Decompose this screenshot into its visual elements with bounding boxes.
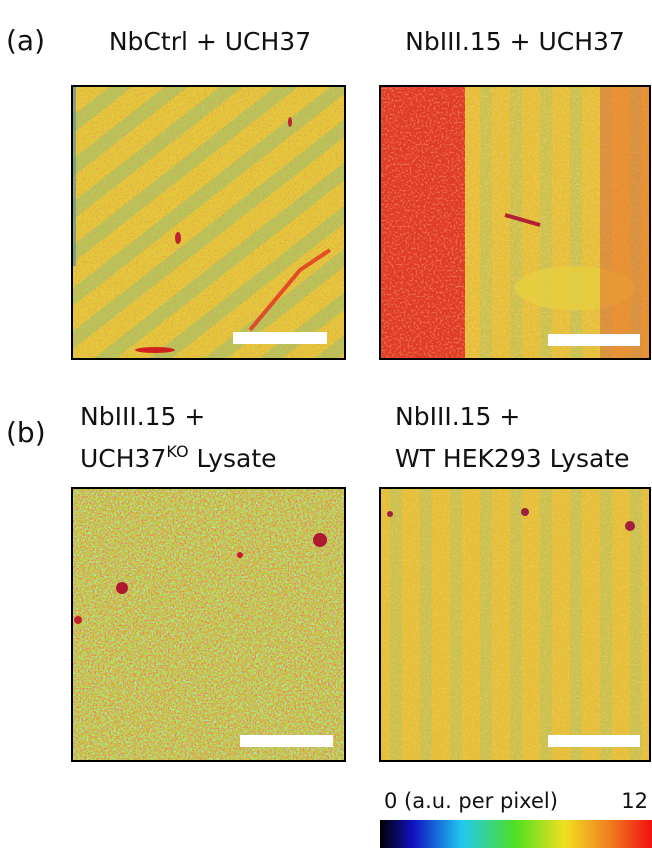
panel-label: (b) xyxy=(6,416,46,449)
micrograph xyxy=(72,488,345,761)
panel-label: (a) xyxy=(6,24,45,57)
figure: (a) NbCtrl + UCH37 NbIII.15 + UCH37 (b) … xyxy=(0,0,652,848)
micrograph xyxy=(380,488,650,761)
image-title: NbIII.15 + UCH37 xyxy=(405,27,625,56)
title-text: Lysate xyxy=(189,444,277,473)
micrograph xyxy=(72,86,345,359)
superscript: KO xyxy=(166,442,188,461)
image-title: WT HEK293 Lysate xyxy=(395,444,630,473)
image-title: UCH37KO Lysate xyxy=(80,442,277,473)
image-title: NbIII.15 + xyxy=(80,402,205,431)
image-title: NbCtrl + UCH37 xyxy=(109,27,311,56)
colorbar-label: 0 (a.u. per pixel) xyxy=(384,789,558,813)
image-title: NbIII.15 + xyxy=(395,402,520,431)
colorbar xyxy=(380,820,652,848)
micrograph xyxy=(380,86,650,359)
colorbar-label: 12 xyxy=(621,789,648,813)
title-text: UCH37 xyxy=(80,444,166,473)
